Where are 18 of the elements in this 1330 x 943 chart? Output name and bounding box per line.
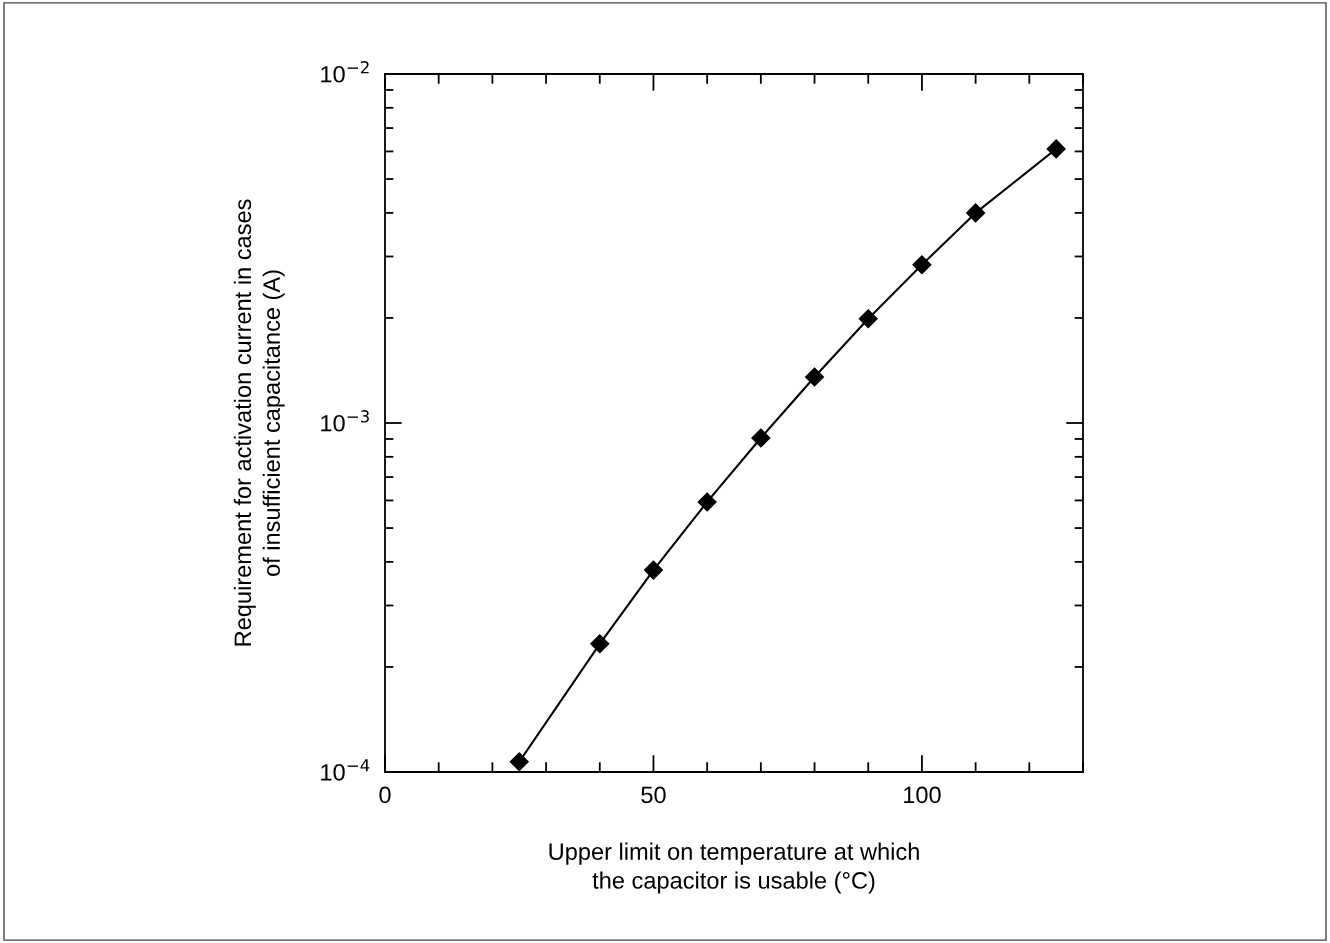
point [1046,139,1066,159]
point [858,309,878,329]
point [912,255,932,275]
point [509,752,529,772]
y-tick-label: 10$^{−2}$ [321,61,369,83]
x-tick-label: 100 [904,786,941,804]
point [805,367,825,387]
point [697,492,717,512]
point [643,560,663,580]
x-tick-label: 0 [379,786,391,804]
y-axis-title: Requirement for activation current in cases of insufficient capacitance (A) [233,199,285,646]
x-tick-label: 50 [641,786,666,804]
point [590,634,610,654]
y-tick-label: 10$^{−3}$ [321,410,369,432]
point [751,428,771,448]
point [966,203,986,223]
y-tick-label: 10$^{−4}$ [321,759,370,781]
x-axis-title: Upper limit on temperature at which the capacitor is usable (°C) [549,842,919,894]
